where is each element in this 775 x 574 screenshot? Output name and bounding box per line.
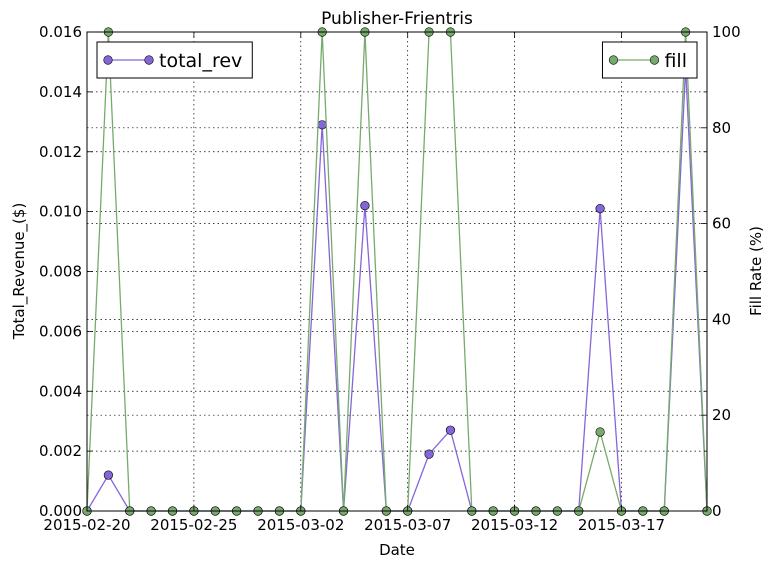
grid-layer bbox=[87, 32, 707, 511]
y2-tick-label: 20 bbox=[712, 406, 731, 424]
legend-marker-fill bbox=[608, 55, 619, 65]
y-tick-label: 0.002 bbox=[39, 442, 82, 460]
data-point-total_rev bbox=[360, 201, 370, 211]
y2-tick-label: 40 bbox=[712, 310, 731, 328]
chart-title: Publisher-Frientris bbox=[321, 9, 473, 29]
legend-marker-total_rev bbox=[144, 55, 154, 65]
legend-marker-total_rev bbox=[103, 55, 113, 65]
x-tick-label: 2015-03-07 bbox=[364, 516, 451, 534]
y2-tick-label: 80 bbox=[712, 119, 731, 137]
x-tick-label: 2015-02-20 bbox=[43, 516, 130, 534]
data-point-total_rev bbox=[424, 449, 434, 459]
legend-marker-fill bbox=[649, 55, 660, 65]
data-point-total_rev bbox=[103, 470, 113, 480]
legend-label-fill: fill bbox=[664, 50, 687, 72]
plot-frame bbox=[86, 31, 708, 512]
y-tick-label: 0.006 bbox=[39, 322, 82, 340]
y2-tick-label: 100 bbox=[712, 23, 741, 41]
y2-axis-title: Fill Rate (%) bbox=[747, 226, 765, 316]
data-point-total_rev bbox=[595, 204, 605, 214]
y-tick-label: 0.010 bbox=[39, 203, 82, 221]
series-layer bbox=[82, 27, 712, 516]
y2-tick-label: 0 bbox=[712, 502, 722, 520]
axes-layer: 0.000 0.002 0.004 0.006 0.008 0.010 0.012 0.014… bbox=[39, 23, 741, 534]
x-tick-label: 2015-02-25 bbox=[150, 516, 237, 534]
y-tick-label: 0.000 bbox=[39, 502, 82, 520]
data-point-total_rev bbox=[317, 120, 327, 130]
series-line-total_rev bbox=[86, 67, 708, 512]
y-axis-title: Total_Revenue_($) bbox=[10, 203, 29, 341]
x-tick-label: 2015-03-02 bbox=[257, 516, 344, 534]
x-tick-label: 2015-03-12 bbox=[471, 516, 558, 534]
legend-layer: total_rev fill bbox=[96, 41, 698, 79]
x-tick-label: 2015-03-17 bbox=[578, 516, 665, 534]
y-tick-label: 0.012 bbox=[39, 143, 82, 161]
x-axis-title: Date bbox=[379, 541, 415, 559]
y-tick-label: 0.004 bbox=[39, 382, 82, 400]
data-point-total_rev bbox=[445, 425, 456, 435]
y2-tick-label: 60 bbox=[712, 215, 731, 233]
legend-label-total_rev: total_rev bbox=[159, 50, 242, 72]
y-tick-label: 0.016 bbox=[39, 23, 82, 41]
y-tick-label: 0.008 bbox=[39, 263, 82, 281]
y-tick-label: 0.014 bbox=[39, 83, 82, 101]
data-point-fill bbox=[595, 427, 605, 437]
